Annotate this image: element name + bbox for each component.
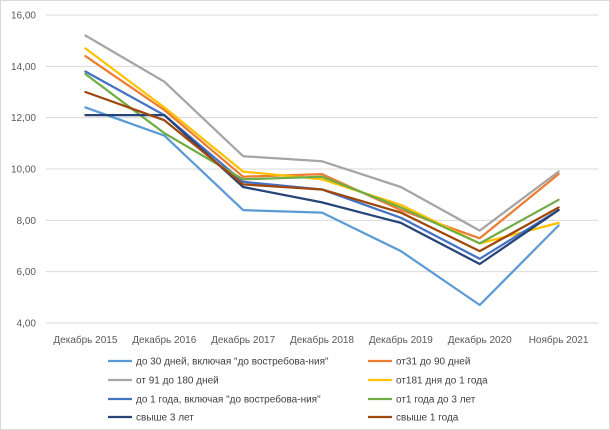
x-tick-label: Ноябрь 2021 (529, 334, 589, 346)
legend-item: от 91 до 180 дней (108, 376, 219, 387)
series-line-3 (84, 34, 560, 232)
series-line-8 (84, 90, 560, 253)
y-tick-label: 12,00 (11, 113, 36, 124)
y-tick-label: 8,00 (17, 216, 37, 227)
legend-label: от1 года до 3 лет (396, 395, 476, 406)
x-tick-label: Декабрь 2016 (132, 334, 196, 346)
legend-label: свыше 3 лет (136, 413, 194, 424)
legend-item: до 30 дней, включая "до востребова-ния" (108, 356, 329, 368)
y-tick-label: 16,00 (11, 11, 36, 22)
legend-label: свыше 1 года (396, 413, 459, 424)
x-tick-label: Декабрь 2017 (211, 334, 275, 346)
series-line-6 (84, 72, 560, 245)
legend-label: до 1 года, включая "до востребова-ния" (136, 394, 321, 406)
legend-item: от181 дня до 1 года (368, 376, 488, 387)
legend-item: от31 до 90 дней (368, 357, 470, 368)
x-axis-tick-labels: Декабрь 2015 Декабрь 2016 Декабрь 2017 Дека… (53, 334, 588, 346)
y-tick-label: 14,00 (11, 62, 36, 73)
legend-label: от31 до 90 дней (396, 357, 470, 368)
series-line-1 (84, 106, 560, 307)
x-tick-label: Декабрь 2018 (290, 334, 354, 346)
legend-label: от 91 до 180 дней (136, 376, 219, 387)
legend: до 30 дней, включая "до востребова-ния" о… (108, 356, 488, 424)
x-tick-label: Декабрь 2020 (448, 334, 512, 346)
series-lines (84, 34, 560, 307)
gridlines (46, 14, 598, 324)
legend-item: от1 года до 3 лет (368, 395, 476, 406)
legend-label: от181 дня до 1 года (396, 376, 488, 387)
legend-item: свыше 3 лет (108, 413, 194, 424)
y-tick-label: 6,00 (17, 267, 37, 278)
y-axis-tick-labels: 4,00 6,00 8,00 10,00 12,00 14,00 16,00 (11, 11, 36, 330)
legend-item: до 1 года, включая "до востребова-ния" (108, 394, 321, 406)
y-tick-label: 4,00 (17, 319, 37, 330)
x-tick-label: Декабрь 2019 (369, 334, 433, 346)
legend-label: до 30 дней, включая "до востребова-ния" (136, 356, 329, 368)
y-tick-label: 10,00 (11, 165, 36, 176)
series-line-2 (84, 54, 560, 240)
legend-item: свыше 1 года (368, 413, 459, 424)
x-tick-label: Декабрь 2015 (53, 334, 117, 346)
series-line-7 (84, 113, 560, 266)
